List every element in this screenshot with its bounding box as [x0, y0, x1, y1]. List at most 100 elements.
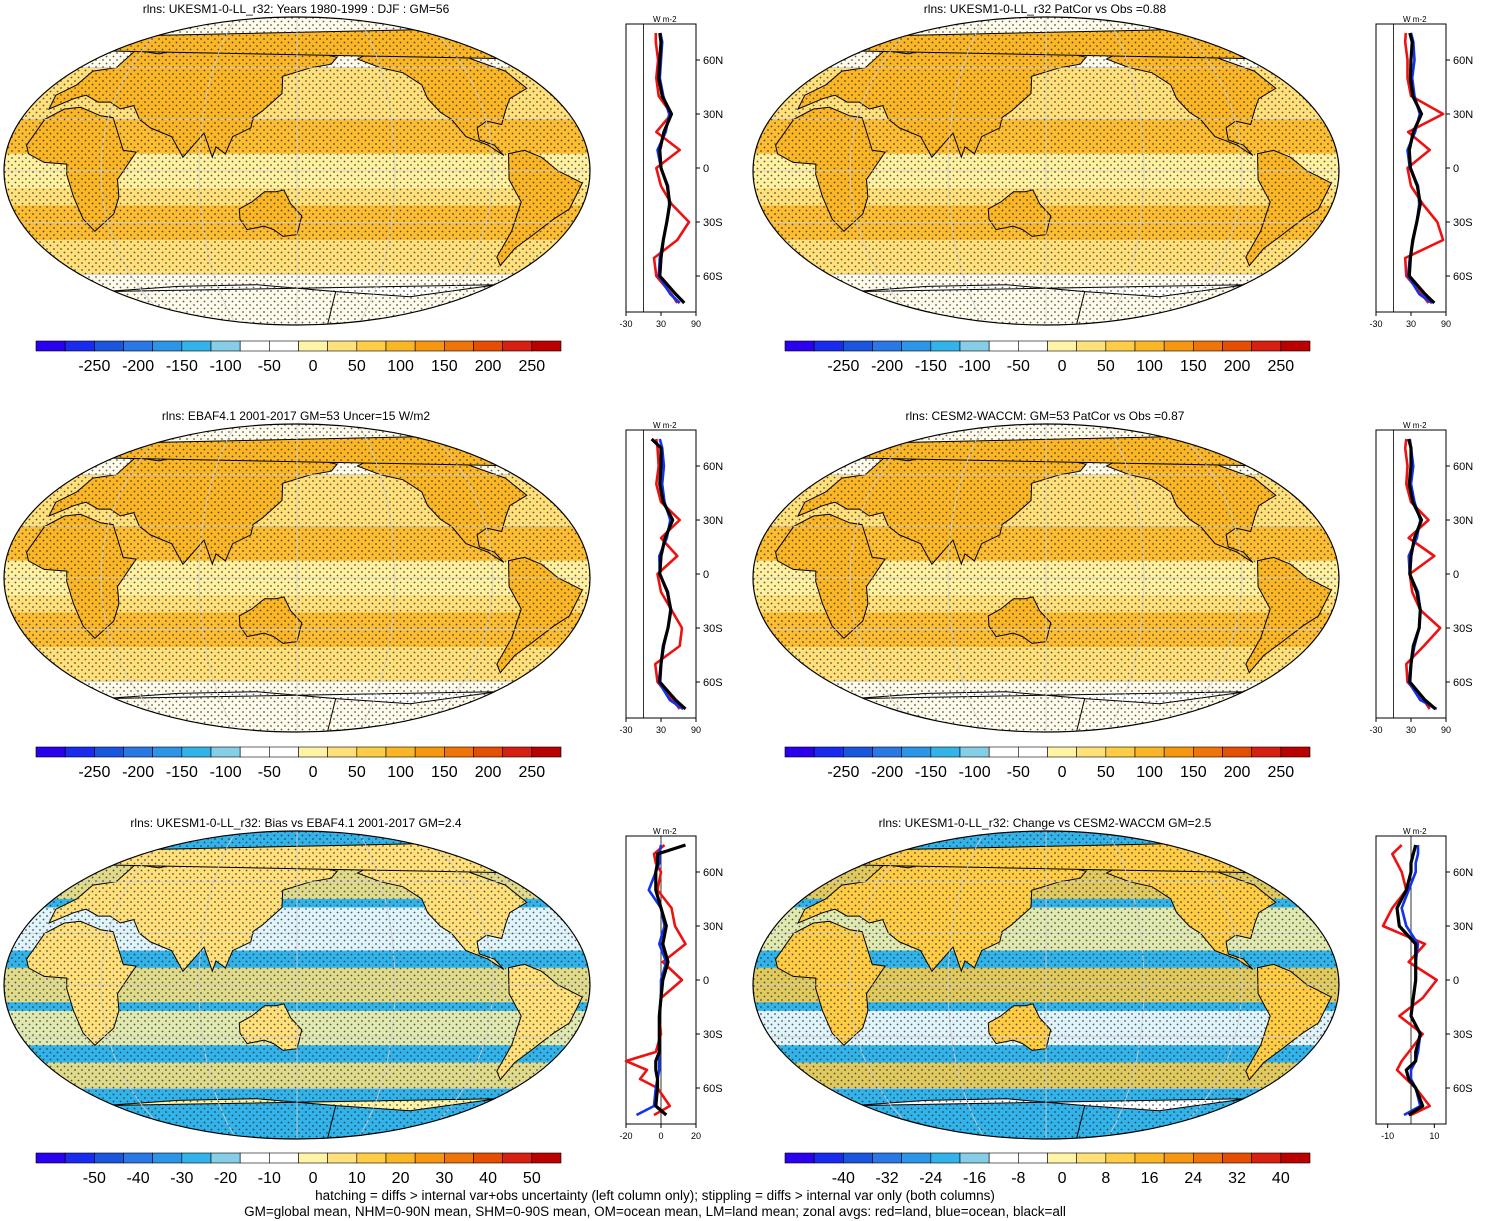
- profile-line-all: [657, 32, 686, 305]
- colorbar-swatch: [123, 746, 153, 758]
- colorbar-tick-label: 200: [474, 358, 502, 375]
- profile-line-ocean: [1407, 438, 1438, 711]
- colorbar-swatch: [872, 746, 902, 758]
- colorbar-swatch: [901, 746, 932, 758]
- colorbar-swatch: [1251, 340, 1282, 352]
- y-tick-label: 30S: [1453, 623, 1473, 635]
- colorbar-swatch: [269, 340, 299, 352]
- colorbar-swatch: [269, 746, 299, 758]
- colorbar-swatch: [64, 340, 95, 352]
- y-tick-label: 60S: [1453, 271, 1473, 283]
- colorbar-swatch: [181, 746, 212, 758]
- colorbar-swatch: [385, 340, 416, 352]
- colorbar-swatch: [1163, 340, 1194, 352]
- colorbar-swatch: [152, 1152, 183, 1164]
- colorbar-swatch: [473, 1152, 503, 1164]
- colorbar-swatch: [959, 1152, 990, 1164]
- colorbar-tick-label: -40: [126, 1170, 150, 1187]
- colorbar: [35, 340, 562, 352]
- profile-line-land: [1403, 32, 1445, 304]
- colorbar-swatch: [901, 1152, 932, 1164]
- colorbar-tick-label: 20: [391, 1170, 410, 1187]
- colorbar-tick-label: 0: [1057, 764, 1067, 781]
- colorbar-swatch: [843, 746, 873, 758]
- colorbar-swatch: [35, 746, 66, 758]
- y-tick-label: 0: [1453, 975, 1459, 987]
- x-tick-label: -10: [1381, 1131, 1394, 1141]
- x-tick-label: 90: [1441, 319, 1451, 329]
- colorbar-swatch: [210, 340, 241, 352]
- colorbar-swatch: [843, 340, 873, 352]
- colorbar-swatch: [94, 340, 124, 352]
- stippling: [4, 17, 590, 325]
- colorbar-swatch: [1018, 340, 1048, 352]
- y-tick-label: 30N: [1453, 109, 1473, 121]
- zonal-profile-plot: W m-2 60N 30N 0 30S 60S -30 30 90: [619, 15, 723, 329]
- global-map: [752, 830, 1340, 1140]
- colorbar-swatch: [1018, 1152, 1048, 1164]
- profile-line-land: [652, 33, 691, 304]
- colorbar-swatch: [1163, 1152, 1194, 1164]
- colorbar-tick-label: -10: [257, 1170, 281, 1187]
- colorbar-tick-label: 40: [479, 1170, 497, 1187]
- colorbar-swatch: [813, 746, 844, 758]
- colorbar-tick-label: -30: [170, 1170, 194, 1187]
- colorbar-tick-label: -150: [165, 358, 198, 375]
- y-tick-label: 60S: [703, 677, 723, 689]
- map-border: [752, 423, 1340, 733]
- colorbar-tick-label: -100: [209, 764, 242, 781]
- colorbar-swatch: [959, 746, 990, 758]
- profile-line-all: [1395, 844, 1425, 1117]
- colorbar-swatch: [1076, 340, 1107, 352]
- colorbar-swatch: [531, 340, 562, 352]
- y-tick-label: 60N: [703, 867, 723, 879]
- colorbar-swatch: [1105, 340, 1136, 352]
- global-map: [3, 830, 591, 1140]
- colorbar-swatch: [1047, 1152, 1077, 1164]
- unit-label: W m-2: [653, 421, 677, 430]
- x-tick-label: 90: [691, 725, 701, 735]
- colorbar-swatch: [959, 340, 990, 352]
- colorbar-tick-label: -100: [958, 358, 991, 375]
- y-tick-label: 60N: [1453, 55, 1473, 67]
- colorbar-swatch: [813, 340, 844, 352]
- panel-title: rlns: UKESM1-0-LL_r32: Bias vs EBAF4.1 2…: [130, 816, 462, 830]
- colorbar-swatch: [385, 1152, 416, 1164]
- colorbar-swatch: [356, 1152, 387, 1164]
- colorbar-swatch: [298, 746, 328, 758]
- colorbar-tick-label: 50: [1096, 358, 1115, 375]
- colorbar-tick-label: -200: [122, 358, 155, 375]
- colorbar-swatch: [35, 340, 66, 352]
- profile-line-all: [650, 437, 687, 711]
- colorbar-tick-label: 50: [347, 764, 366, 781]
- y-tick-label: 60N: [703, 461, 723, 473]
- colorbar-swatch: [1280, 340, 1311, 352]
- colorbar: [784, 340, 1311, 352]
- colorbar-swatch: [152, 746, 183, 758]
- x-tick-label: -30: [619, 319, 632, 329]
- colorbar: [35, 746, 562, 758]
- x-tick-label: 90: [1441, 725, 1451, 735]
- y-tick-label: 30S: [1453, 1029, 1473, 1041]
- profile-line-all: [1407, 438, 1437, 711]
- colorbar-swatch: [298, 340, 328, 352]
- colorbar-swatch: [784, 1152, 815, 1164]
- global-map: [752, 16, 1340, 326]
- unit-label: W m-2: [653, 827, 677, 836]
- colorbar: [35, 1152, 562, 1164]
- y-tick-label: 30S: [703, 1029, 723, 1041]
- colorbar-tick-label: 0: [308, 358, 318, 375]
- colorbar-swatch: [930, 340, 961, 352]
- colorbar-swatch: [784, 340, 815, 352]
- y-tick-label: 0: [703, 569, 709, 581]
- colorbar-swatch: [502, 1152, 533, 1164]
- colorbar-tick-label: -40: [831, 1170, 855, 1187]
- y-tick-label: 30S: [703, 217, 723, 229]
- panel-title: rlns: UKESM1-0-LL_r32 PatCor vs Obs =0.8…: [923, 2, 1167, 16]
- colorbar-swatch: [872, 340, 902, 352]
- colorbar-swatch: [94, 1152, 124, 1164]
- colorbar-swatch: [531, 746, 562, 758]
- panel-title: rlns: EBAF4.1 2001-2017 GM=53 Uncer=15 W…: [161, 409, 431, 423]
- colorbar-tick-label: 250: [518, 764, 546, 781]
- y-tick-label: 30S: [703, 623, 723, 635]
